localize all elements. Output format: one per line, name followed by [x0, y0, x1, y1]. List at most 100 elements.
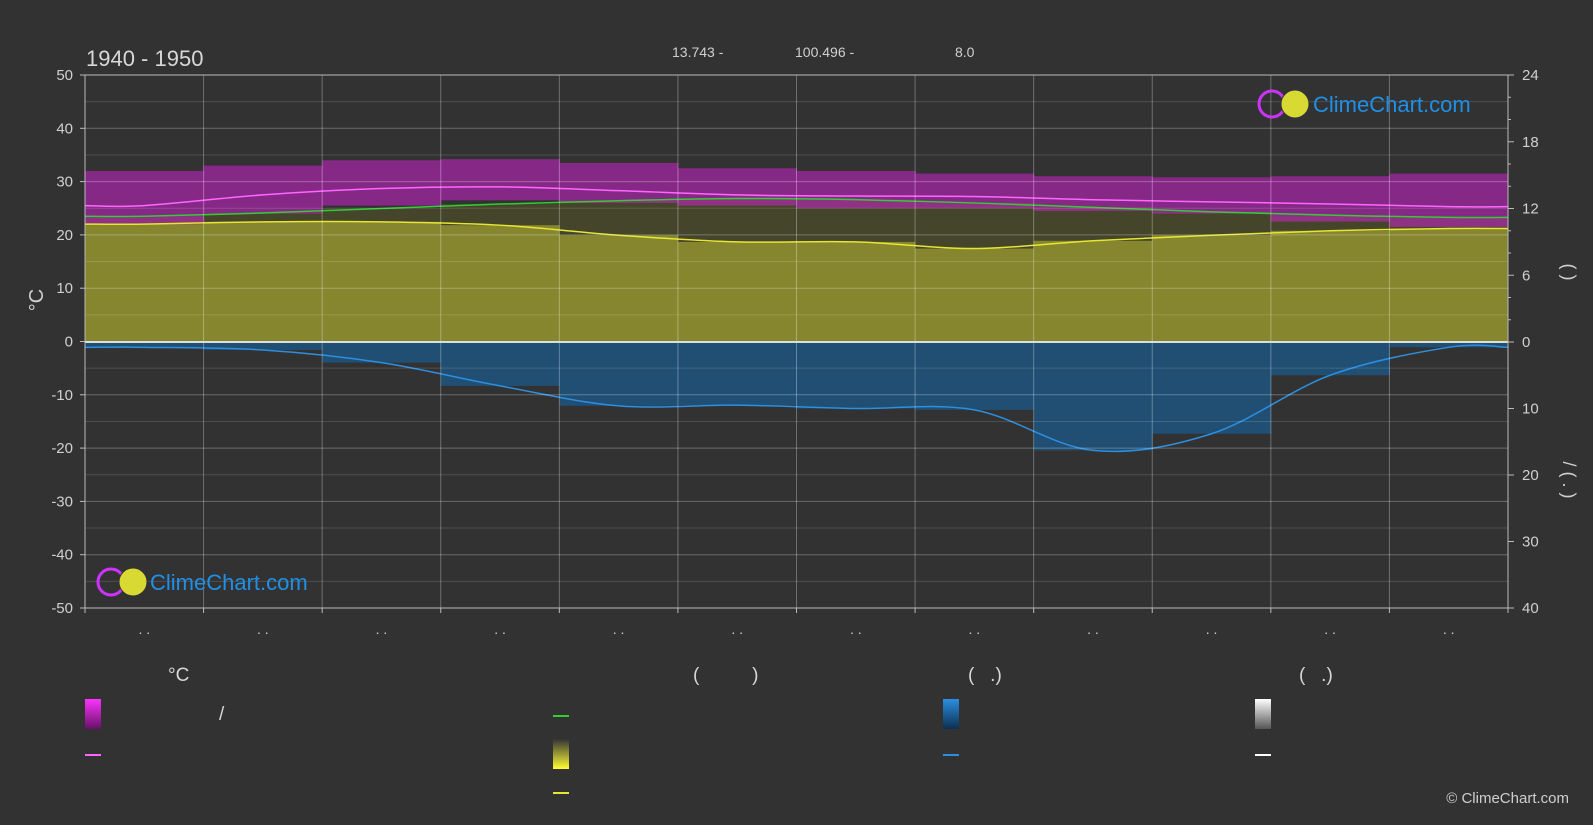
- legend-precipitation-heading: ( .): [968, 665, 1002, 686]
- precipitation-month-bar: [1270, 342, 1390, 376]
- logo-sun-icon: [118, 567, 148, 597]
- brand-name-bottom: ClimeChart.com: [150, 570, 308, 595]
- legend-temp-range-swatch: [85, 699, 101, 729]
- sunshine-month-bar: [440, 225, 560, 342]
- sunshine-month-bar: [1152, 235, 1272, 342]
- right-top-tick-label: 24: [1522, 67, 1539, 84]
- right-bottom-tick-label: 40: [1522, 600, 1539, 617]
- left-tick-label: 20: [56, 227, 73, 244]
- legend: [85, 699, 1271, 794]
- right-top-tick-label: 0: [1522, 334, 1530, 351]
- daylight-month-bar: [915, 202, 1035, 249]
- daylight-month-bar: [440, 204, 560, 226]
- longitude-readout: 100.496 -: [795, 44, 854, 60]
- daylight-month-bar: [203, 212, 323, 222]
- plot-area: [84, 159, 1509, 453]
- month-tick-label: . .: [494, 621, 506, 637]
- legend-temperature-heading: °C: [168, 665, 190, 686]
- temperature-range-month-bar: [677, 168, 797, 206]
- copyright: © ClimeChart.com: [1446, 790, 1569, 807]
- month-tick-label: . .: [1324, 621, 1336, 637]
- temperature-mean-line: [84, 186, 1509, 208]
- right-axis-bottom-title: / ( . ): [1559, 462, 1579, 499]
- sunshine-month-bar: [796, 241, 916, 342]
- month-tick-label: . .: [1206, 621, 1218, 637]
- sunshine-month-bar: [1389, 228, 1509, 342]
- left-tick-label: -40: [51, 547, 73, 564]
- month-tick-label: . .: [1443, 621, 1455, 637]
- month-tick-label: . .: [376, 621, 388, 637]
- temperature-range-month-bar: [1152, 177, 1272, 214]
- brand-logo-bottom: ClimeChart.com: [96, 567, 308, 597]
- logo-sun-icon: [1280, 89, 1310, 119]
- latitude-readout: 13.743 -: [672, 44, 724, 60]
- month-tick-label: . .: [731, 621, 743, 637]
- month-tick-label: . .: [138, 621, 150, 637]
- left-tick-label: -30: [51, 493, 73, 510]
- sunshine-month-bar: [915, 248, 1035, 342]
- precipitation-month-bar: [559, 342, 679, 406]
- left-tick-label: -10: [51, 387, 73, 404]
- precipitation-month-bar: [322, 342, 442, 363]
- left-tick-label: 30: [56, 174, 73, 191]
- legend-sunshine-swatch: [553, 739, 569, 769]
- month-tick-label: . .: [1087, 621, 1099, 637]
- right-bottom-tick-label: 10: [1522, 401, 1539, 418]
- temperature-range-month-bar: [203, 165, 323, 214]
- sunshine-month-bar: [322, 221, 442, 342]
- sunshine-month-bar: [1033, 240, 1153, 342]
- temperature-range-month-bar: [440, 159, 560, 201]
- daylight-line: [84, 197, 1509, 219]
- month-tick-label: . .: [613, 621, 625, 637]
- grid: [85, 74, 1508, 609]
- right-top-tick-label: 6: [1522, 267, 1530, 284]
- left-axis-title: °C: [26, 289, 48, 311]
- legend-snow-swatch: [1255, 699, 1271, 729]
- chart-period-title: 1940 - 1950: [86, 46, 203, 71]
- precipitation-month-bar: [1033, 342, 1153, 451]
- brand-name-top: ClimeChart.com: [1313, 92, 1471, 117]
- daylight-month-bar: [559, 200, 679, 236]
- sunshine-month-bar: [1270, 230, 1390, 342]
- right-top-tick-label: 12: [1522, 201, 1539, 218]
- axes: 50 40 30 20 10 0 -10 -20 -30 -40 -50 24 18 12 6 0 10 20 30…: [51, 67, 1538, 637]
- brand-logo-top: ClimeChart.com: [1257, 89, 1471, 119]
- month-tick-label: . .: [850, 621, 862, 637]
- temperature-range-month-bar: [559, 162, 679, 203]
- right-bottom-tick-label: 30: [1522, 534, 1539, 551]
- legend-temperature-slash: /: [219, 704, 225, 725]
- temperature-range-month-bar: [796, 170, 916, 209]
- left-tick-label: 40: [56, 120, 73, 137]
- month-tick-label: . .: [257, 621, 269, 637]
- precipitation-month-bar: [796, 342, 916, 409]
- sunshine-month-bar: [85, 224, 205, 342]
- precipitation-month-bar: [203, 342, 323, 350]
- precipitation-line: [84, 344, 1509, 453]
- temperature-range-month-bar: [322, 160, 442, 206]
- right-bottom-tick-label: 20: [1522, 467, 1539, 484]
- precipitation-month-bar: [85, 342, 205, 348]
- right-top-tick-label: 18: [1522, 134, 1539, 151]
- legend-snow-heading: ( .): [1299, 665, 1333, 686]
- elevation-readout: 8.0: [955, 44, 975, 60]
- daylight-month-bar: [1033, 207, 1153, 241]
- precipitation-month-bar: [677, 342, 797, 406]
- precipitation-month-bar: [440, 342, 560, 386]
- daylight-month-bar: [322, 208, 442, 222]
- sunshine-line: [84, 220, 1509, 250]
- left-tick-label: 50: [56, 67, 73, 84]
- sunshine-month-bar: [559, 235, 679, 342]
- daylight-month-bar: [677, 198, 797, 242]
- legend-precip-swatch: [943, 699, 959, 729]
- legend-sunshine-heading: ( ): [693, 665, 759, 686]
- left-tick-label: 0: [65, 334, 73, 351]
- right-axis-top-title: ( ): [1559, 264, 1579, 281]
- sunshine-month-bar: [677, 241, 797, 342]
- daylight-month-bar: [1152, 211, 1272, 236]
- sunshine-month-bar: [203, 221, 323, 342]
- month-tick-label: . .: [969, 621, 981, 637]
- left-tick-label: 10: [56, 280, 73, 297]
- left-tick-label: -20: [51, 440, 73, 457]
- left-tick-label: -50: [51, 600, 73, 617]
